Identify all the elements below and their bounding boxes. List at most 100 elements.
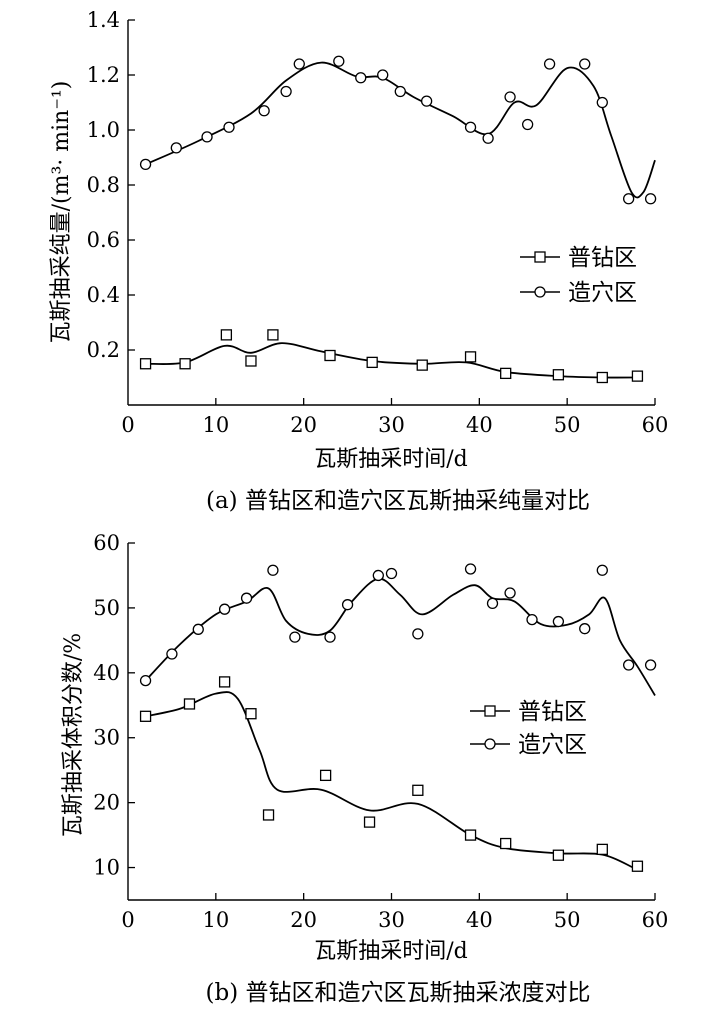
chart-b-point-putzuan [552,849,565,861]
chart-a-x-tick-label: 10 [202,413,229,437]
chart-a-series-line-zaoxue [145,61,656,199]
chart-a-point-zaoxue [464,121,477,133]
chart-b-ticks: 0 10 20 30 40 50 60 10 20 30 40 50 60 [93,531,668,932]
chart-b-y-tick-label: 20 [93,791,120,815]
chart-a-point-putzuan [267,329,279,341]
chart-a-point-zaoxue [623,193,635,205]
chart-b-point-putzuan [500,837,512,850]
chart-a-point-zaoxue [420,95,433,107]
chart-b-point-zaoxue [504,587,516,599]
chart-b-series [139,563,657,872]
chart-b-x-tick-label: 30 [378,908,405,932]
chart-a-y-tick-label: 0.8 [87,173,120,197]
chart-a-axes [127,20,655,406]
chart-a-y-tick-label: 1.2 [87,63,120,87]
chart-b-point-putzuan [319,769,332,782]
chart-a-point-zaoxue [504,91,516,103]
chart-b-x-axis-label: 瓦斯抽采时间/d [314,939,468,964]
chart-b-point-zaoxue [552,615,565,628]
chart-a-legend-label-putzuan: 普钻区 [568,245,637,271]
chart-a-point-zaoxue [394,85,406,98]
chart-b-point-putzuan [218,676,231,688]
chart-a-point-zaoxue [258,105,270,117]
chart-a-y-tick-label: 1.0 [87,118,120,142]
chart-b-point-putzuan [631,860,644,872]
chart-a-point-zaoxue [223,121,235,133]
chart-a-x-tick-label: 30 [378,413,405,437]
chart-a-y-tick-label: 0.2 [87,338,120,362]
chart-b-x-tick-label: 10 [202,908,229,932]
chart-a-point-putzuan [552,369,565,381]
chart-b-legend-marker-zaoxue [484,738,496,750]
chart-b-point-zaoxue [644,659,657,671]
chart-a-y-tick-label: 0.4 [87,283,120,307]
chart-a-series [139,55,657,384]
chart-b-y-axis-label: 瓦斯抽采体积分数/% [61,633,86,837]
chart-b-x-tick-label: 40 [466,908,493,932]
chart-a-point-zaoxue [293,58,305,70]
chart-a-point-zaoxue [170,142,182,154]
chart-b-point-zaoxue [139,674,152,687]
chart-b-point-zaoxue [385,567,398,580]
chart-a-point-putzuan [139,358,152,370]
chart-b-point-putzuan [464,829,477,841]
chart-a-legend-marker-zaoxue [534,286,546,298]
chart-b-point-putzuan [412,784,424,796]
chart-panel-b: 0 10 20 30 40 50 60 10 20 30 40 50 60 瓦斯抽采体积分数/% 瓦斯抽… [61,531,668,1006]
chart-b-point-zaoxue [596,564,608,576]
chart-b-x-tick-label: 50 [554,908,581,932]
chart-a-point-zaoxue [139,158,152,171]
chart-a-point-zaoxue [482,132,494,144]
chart-a-point-zaoxue [280,85,292,98]
chart-b-point-putzuan [596,843,608,856]
chart-b-point-zaoxue [486,597,499,610]
chart-a-legend: 普钻区 造穴区 [520,245,637,306]
chart-b-point-zaoxue [341,599,354,611]
chart-b-y-tick-label: 10 [93,856,120,880]
chart-b-point-zaoxue [464,563,477,575]
chart-b-point-zaoxue [579,623,591,635]
chart-a-point-zaoxue [521,118,534,131]
chart-a-point-zaoxue [355,72,367,84]
chart-a-x-axis-label: 瓦斯抽采时间/d [314,447,468,472]
chart-b-point-zaoxue [324,631,336,643]
chart-a-y-tick-label: 0.6 [87,228,120,252]
chart-b-point-zaoxue [412,628,424,640]
chart-a-ticks: 0 10 20 30 40 50 60 0.2 0.4 0.6 0.8 1.0 1.2 1.4 [87,8,669,437]
chart-b-x-tick-label: 0 [121,908,134,932]
chart-b-point-zaoxue [218,603,231,615]
chart-panel-a: 0 10 20 30 40 50 60 0.2 0.4 0.6 0.8 1.0 1.2 1.4 瓦斯抽采纯… [49,8,668,514]
chart-b-point-putzuan [363,816,376,828]
chart-b-point-zaoxue [526,613,538,626]
chart-b-point-zaoxue [192,623,204,635]
chart-a-point-putzuan [596,371,608,384]
chart-a-x-tick-label: 50 [554,413,581,437]
chart-a-point-putzuan [220,329,233,341]
chart-b-point-putzuan [262,809,275,821]
chart-b-point-putzuan [245,708,257,720]
chart-a-x-tick-label: 40 [466,413,493,437]
chart-b-point-zaoxue [240,592,253,604]
chart-b-legend-label-zaoxue: 造穴区 [518,732,587,758]
chart-b-point-putzuan [183,698,196,710]
chart-a-point-putzuan [366,356,378,369]
chart-a-point-zaoxue [596,96,608,109]
chart-a-point-zaoxue [579,58,591,70]
chart-a-y-axis-label: 瓦斯抽采纯量/(m³· min⁻¹) [49,81,74,344]
chart-a-x-tick-label: 0 [121,413,134,437]
chart-b-point-zaoxue [623,659,635,671]
chart-a-point-zaoxue [377,69,389,81]
chart-b-legend: 普钻区 造穴区 [470,699,587,758]
chart-a-point-putzuan [500,367,512,380]
chart-a-point-zaoxue [644,193,657,205]
chart-a-point-zaoxue [201,131,213,143]
chart-a-point-zaoxue [543,58,556,70]
chart-a-y-tick-label: 1.4 [87,8,120,32]
chart-b-y-tick-label: 50 [93,596,120,620]
chart-a-legend-label-zaoxue: 造穴区 [568,280,637,306]
chart-a-point-putzuan [245,355,257,367]
chart-b-y-tick-label: 40 [93,661,120,685]
chart-b-point-zaoxue [267,564,279,576]
chart-b-y-tick-label: 30 [93,726,120,750]
